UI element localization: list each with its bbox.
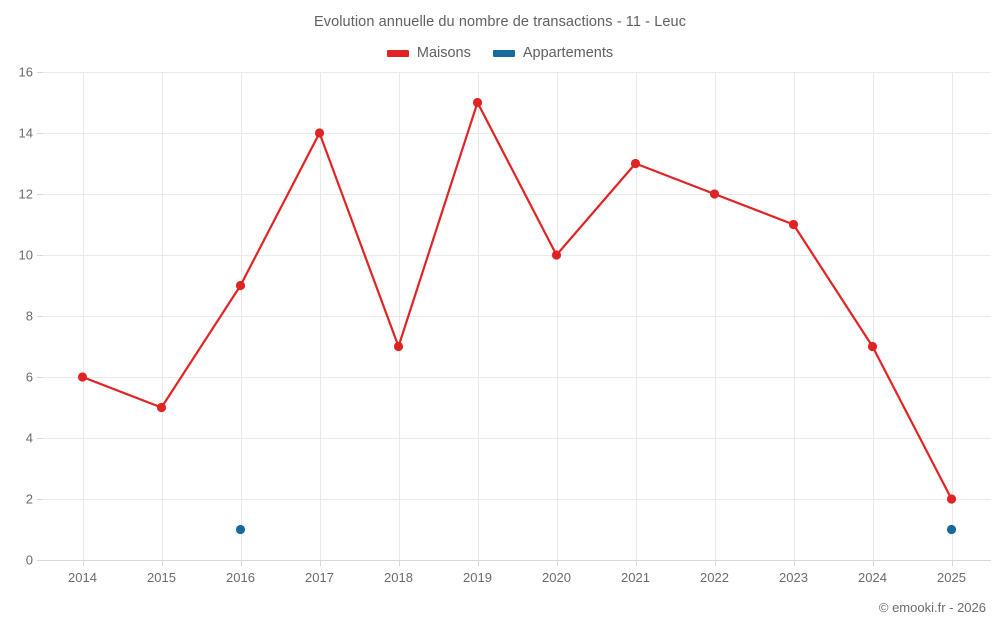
gridline-horizontal <box>43 438 991 439</box>
x-tick-mark <box>872 560 874 566</box>
x-tick-label: 2024 <box>858 570 887 585</box>
gridline-vertical <box>82 72 84 560</box>
data-point-appartements-2025[interactable] <box>946 524 957 535</box>
gridline-horizontal <box>43 560 991 561</box>
series-line-maisons <box>81 101 953 501</box>
x-tick-label: 2017 <box>305 570 334 585</box>
gridline-vertical <box>714 72 716 560</box>
data-point-appartements-2016[interactable] <box>235 524 246 535</box>
x-tick-label: 2022 <box>700 570 729 585</box>
x-tick-mark <box>714 560 716 566</box>
gridline-vertical <box>477 72 479 560</box>
x-tick-label: 2018 <box>384 570 413 585</box>
plot-area <box>37 72 991 566</box>
chart-title: Evolution annuelle du nombre de transact… <box>313 14 687 30</box>
gridline-vertical <box>161 72 163 560</box>
x-tick-mark <box>793 560 795 566</box>
gridline-vertical <box>556 72 558 560</box>
x-tick-mark <box>319 560 321 566</box>
gridline-vertical <box>951 72 953 560</box>
x-tick-mark <box>82 560 84 566</box>
data-point-maisons-2015[interactable] <box>156 402 167 413</box>
y-tick-mark <box>37 438 43 439</box>
y-tick-mark <box>37 133 43 134</box>
y-tick-label: 14 <box>18 125 33 141</box>
x-tick-label: 2019 <box>463 570 492 585</box>
legend-item-maisons[interactable]: Maisons <box>386 45 471 61</box>
x-axis-labels: 2014 2015 2016 2017 2018 2019 2020 2021 2022 2023… <box>43 570 991 590</box>
gridline-horizontal <box>43 499 991 500</box>
y-tick-mark <box>37 255 43 256</box>
x-tick-label: 2021 <box>621 570 650 585</box>
y-tick-label: 0 <box>25 552 33 568</box>
y-tick-mark <box>37 194 43 195</box>
y-tick-label: 10 <box>18 247 33 263</box>
y-tick-label: 16 <box>18 64 33 80</box>
chart-legend: Maisons Appartements <box>0 45 1000 61</box>
data-point-maisons-2021[interactable] <box>630 158 641 169</box>
legend-swatch-icon <box>492 49 515 57</box>
series-layer <box>77 97 957 535</box>
data-point-maisons-2018[interactable] <box>393 341 404 352</box>
x-tick-mark <box>635 560 637 566</box>
legend-swatch-icon <box>386 49 409 57</box>
y-tick-label: 6 <box>25 369 33 385</box>
data-point-maisons-2024[interactable] <box>867 341 878 352</box>
legend-label: Appartements <box>522 45 614 61</box>
x-tick-mark <box>161 560 163 566</box>
y-tick-mark <box>37 499 43 500</box>
legend-item-appartements[interactable]: Appartements <box>492 45 614 61</box>
y-tick-label: 2 <box>25 491 33 507</box>
gridline-horizontal <box>43 255 991 256</box>
y-axis-labels: 0 2 4 6 8 10 12 14 16 <box>0 65 33 568</box>
x-tick-mark <box>951 560 953 566</box>
y-tick-label: 8 <box>25 308 33 324</box>
y-tick-mark <box>37 377 43 378</box>
gridline-horizontal <box>43 316 991 317</box>
x-tick-mark <box>477 560 479 566</box>
footer-copyright: © emooki.fr - 2026 <box>878 600 986 615</box>
x-tick-mark <box>240 560 242 566</box>
x-tick-label: 2015 <box>147 570 176 585</box>
y-tick-mark <box>37 316 43 317</box>
gridline-vertical <box>872 72 874 560</box>
data-point-maisons-2016[interactable] <box>235 280 246 291</box>
y-tick-label: 12 <box>18 186 33 202</box>
data-point-maisons-2023[interactable] <box>788 219 799 230</box>
x-tick-mark <box>398 560 400 566</box>
x-tick-label: 2020 <box>542 570 571 585</box>
gridline-horizontal <box>43 377 991 378</box>
gridline-vertical <box>635 72 637 560</box>
data-point-maisons-2022[interactable] <box>709 189 720 199</box>
data-point-maisons-2019[interactable] <box>472 97 483 108</box>
gridline-vertical <box>240 72 242 560</box>
gridline-vertical <box>793 72 795 560</box>
data-point-maisons-2025[interactable] <box>946 494 957 504</box>
data-point-maisons-2017[interactable] <box>314 128 325 138</box>
data-point-maisons-2020[interactable] <box>551 250 562 260</box>
x-tick-mark <box>556 560 558 566</box>
data-point-maisons-2014[interactable] <box>77 372 88 382</box>
y-tick-label: 4 <box>25 430 33 446</box>
x-tick-label: 2023 <box>779 570 808 585</box>
gridline-vertical <box>398 72 400 560</box>
legend-label: Maisons <box>416 45 471 61</box>
x-tick-label: 2014 <box>68 570 97 585</box>
x-tick-label: 2016 <box>226 570 255 585</box>
y-tick-mark <box>37 72 43 73</box>
gridline-horizontal <box>43 72 991 73</box>
y-tick-mark <box>37 560 43 561</box>
gridline-horizontal <box>43 194 991 195</box>
gridline-horizontal <box>43 133 991 134</box>
gridline-vertical <box>319 72 321 560</box>
x-tick-label: 2025 <box>937 570 966 585</box>
